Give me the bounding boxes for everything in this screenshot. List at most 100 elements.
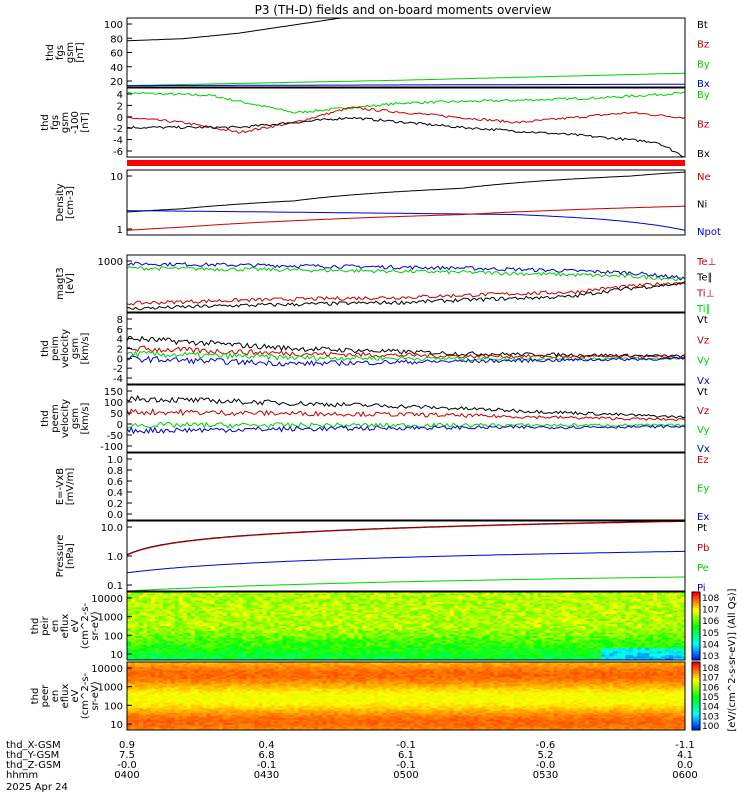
heatmap-cell: [390, 641, 395, 644]
heatmap-cell: [437, 620, 443, 623]
heatmap-cell: [461, 646, 467, 649]
heatmap-cell: [493, 622, 499, 625]
heatmap-cell: [138, 615, 144, 618]
heatmap-cell: [186, 631, 192, 634]
heatmap-cell: [621, 646, 626, 649]
heatmap-cell: [366, 631, 371, 634]
heatmap-cell: [230, 605, 236, 608]
heatmap-cell: [218, 617, 224, 620]
heatmap-cell: [202, 600, 208, 603]
heatmap-cell: [485, 610, 491, 613]
heatmap-cell: [258, 627, 263, 630]
y-tick-label: 4: [117, 90, 123, 101]
heatmap-cell: [350, 593, 355, 596]
heatmap-cell: [182, 609, 188, 612]
heatmap-cell: [641, 610, 646, 613]
heatmap-cell: [250, 617, 255, 620]
heatmap-cell: [569, 620, 574, 623]
heatmap-cell: [437, 646, 443, 649]
heatmap-cell: [521, 629, 526, 632]
heatmap-cell: [270, 622, 275, 625]
heatmap-cell: [601, 597, 606, 600]
heatmap-cell: [437, 619, 443, 622]
heatmap-cell: [178, 622, 184, 625]
heatmap-cell: [525, 631, 530, 634]
heatmap-cell: [453, 648, 459, 651]
heatmap-cell: [138, 610, 144, 613]
heatmap-cell: [653, 620, 658, 623]
heatmap-cell: [621, 637, 626, 640]
heatmap-cell: [465, 637, 471, 640]
heatmap-cell: [429, 612, 435, 615]
heatmap-cell: [637, 597, 642, 600]
heatmap-cell: [322, 612, 327, 615]
heatmap-cell: [182, 610, 188, 613]
heatmap-cell: [497, 626, 503, 629]
heatmap-cell: [162, 592, 168, 595]
heatmap-cell: [322, 592, 327, 595]
heatmap-cell: [445, 639, 451, 642]
heatmap-cell: [653, 631, 658, 634]
heatmap-cell: [342, 607, 347, 610]
heatmap-cell: [497, 639, 503, 642]
heatmap-cell: [421, 592, 427, 595]
heatmap-cell: [573, 624, 578, 627]
heatmap-cell: [441, 634, 447, 637]
heatmap-cell: [250, 620, 255, 623]
heatmap-cell: [278, 612, 283, 615]
heatmap-cell: [605, 600, 610, 603]
heatmap-cell: [533, 627, 538, 630]
heatmap-cell: [509, 643, 515, 646]
heatmap-cell: [577, 641, 582, 644]
heatmap-cell: [453, 644, 459, 647]
heatmap-cell: [186, 641, 192, 644]
heatmap-cell: [421, 602, 427, 605]
heatmap-cell: [210, 631, 216, 634]
heatmap-cell: [354, 637, 359, 640]
heatmap-cell: [282, 620, 287, 623]
heatmap-cell: [553, 637, 558, 640]
heatmap-cell: [127, 624, 132, 627]
heatmap-cell: [601, 620, 606, 623]
heatmap-cell: [198, 610, 204, 613]
heatmap-cell: [194, 631, 200, 634]
heatmap-cell: [633, 636, 638, 639]
heatmap-cell: [409, 636, 415, 639]
heatmap-cell: [637, 617, 642, 620]
heatmap-cell: [138, 632, 144, 635]
heatmap-cell: [190, 627, 196, 630]
heatmap-cell: [294, 646, 299, 649]
heatmap-cell: [629, 626, 634, 629]
heatmap-cell: [218, 624, 224, 627]
heatmap-cell: [653, 593, 658, 596]
heatmap-cell: [262, 593, 267, 596]
heatmap-cell: [346, 603, 351, 606]
heatmap-cell: [653, 634, 658, 637]
heatmap-cell: [290, 646, 295, 649]
heatmap-cell: [433, 643, 439, 646]
heatmap-cell: [613, 632, 618, 635]
heatmap-cell: [421, 622, 427, 625]
heatmap-cell: [645, 602, 650, 605]
heatmap-cell: [613, 644, 618, 647]
heatmap-cell: [513, 595, 518, 598]
heatmap-cell: [218, 619, 224, 622]
heatmap-cell: [541, 627, 546, 630]
heatmap-cell: [565, 600, 570, 603]
heatmap-cell: [218, 609, 224, 612]
heatmap-cell: [417, 609, 423, 612]
heatmap-cell: [593, 592, 598, 595]
legend-pb: Pb: [697, 543, 709, 554]
heatmap-cell: [210, 593, 216, 596]
heatmap-cell: [441, 643, 447, 646]
heatmap-cell: [557, 595, 562, 598]
heatmap-cell: [198, 593, 204, 596]
heatmap-cell: [366, 639, 371, 642]
heatmap-cell: [218, 622, 224, 625]
heatmap-cell: [441, 600, 447, 603]
heatmap-cell: [198, 646, 204, 649]
heatmap-cell: [661, 631, 666, 634]
heatmap-cell: [386, 629, 391, 632]
heatmap-cell: [246, 631, 251, 634]
heatmap-cell: [286, 603, 291, 606]
